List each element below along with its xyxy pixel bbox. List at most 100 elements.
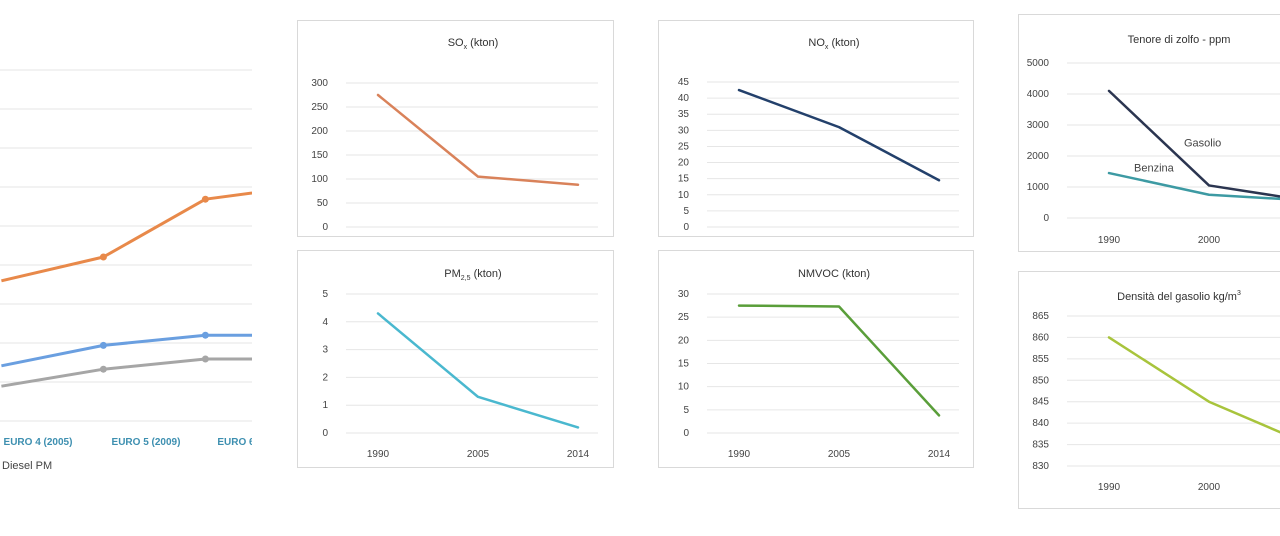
chart-title-suffix: (kton) [471, 268, 502, 280]
euro-series-point [201, 355, 209, 363]
series-line-gasolio [1107, 89, 1280, 198]
legend-label: Diesel PM [2, 460, 52, 472]
y-tick-label: 5 [683, 206, 689, 217]
chart-title: SOx (kton) [448, 37, 499, 51]
x-tick-label: 2014 [567, 237, 590, 238]
x-tick-label: 2000 [1198, 235, 1221, 246]
y-tick-label: 250 [311, 102, 328, 113]
euro-series-point [201, 195, 209, 203]
chart-title: Tenore di zolfo - ppm [1128, 34, 1231, 46]
x-tick-label: 2005 [467, 449, 490, 460]
series-label-benzina: Benzina [1134, 163, 1175, 175]
y-tick-label: 1 [322, 400, 328, 411]
y-tick-label: 835 [1032, 440, 1049, 451]
x-tick-label: 1990 [728, 237, 751, 238]
x-tick-label: 1990 [728, 449, 751, 460]
chart-title-superscript: 3 [1237, 290, 1241, 297]
y-tick-label: 3 [322, 345, 328, 356]
euro-series-point [201, 331, 209, 339]
y-tick-label: 40 [678, 93, 690, 104]
x-tick-label: 2005 [828, 449, 851, 460]
y-tick-label: 100 [311, 174, 328, 185]
zolfo-chart: Tenore di zolfo - ppm 0 1000 2000 3000 4000 50… [1018, 14, 1280, 252]
series-line-0 [737, 304, 941, 417]
y-tick-label: 0 [322, 428, 328, 439]
x-tick-label: EURO 6 [217, 437, 252, 448]
y-tick-label: 25 [678, 141, 690, 152]
y-tick-label: 1000 [1027, 182, 1050, 193]
series-line-0 [376, 312, 580, 429]
y-tick-label: 845 [1032, 397, 1049, 408]
y-tick-label: 10 [678, 190, 690, 201]
euro-series-point [99, 341, 107, 349]
euro-chart-svg: EURO 4 (2005) EURO 5 (2009) EURO 6 Diesel P… [0, 69, 252, 472]
chart-title-suffix: (kton) [467, 37, 498, 49]
y-tick-label: 2000 [1027, 151, 1050, 162]
y-tick-label: 30 [678, 125, 690, 136]
y-tick-label: 860 [1032, 332, 1049, 343]
chart-title: PM2,5 (kton) [444, 268, 501, 282]
nmvoc-chart-svg: NMVOC (kton) 0 5 10 15 20 25 30 1990 2005 2014 [678, 268, 959, 460]
y-tick-label: 840 [1032, 418, 1049, 429]
nox-chart: NOx (kton) 0 5 10 15 20 25 30 35 40 45 1990 2005 2014 [658, 20, 974, 238]
nmvoc-chart: NMVOC (kton) 0 5 10 15 20 25 30 1990 2005 2014 [658, 250, 974, 468]
y-tick-label: 0 [683, 222, 689, 233]
chart-title-suffix: (kton) [828, 37, 859, 49]
y-tick-label: 30 [678, 289, 690, 300]
chart-title: NMVOC (kton) [798, 268, 870, 280]
series-line-0 [376, 93, 580, 187]
x-tick-label: 2014 [928, 237, 951, 238]
y-tick-label: 10 [678, 382, 690, 393]
sox-chart-svg: SOx (kton) 0 50 100 150 200 250 300 1990 2005 2014 [311, 37, 598, 238]
series-label-gasolio: Gasolio [1184, 138, 1221, 150]
chart-title-subscript: x [464, 44, 468, 51]
x-tick-label: EURO 4 (2005) [4, 437, 73, 448]
y-tick-label: 850 [1032, 375, 1049, 386]
y-tick-label: 5 [322, 289, 328, 300]
x-tick-label: 2000 [1198, 482, 1221, 493]
y-tick-label: 4 [322, 317, 328, 328]
chart-title: Densità del gasolio kg/m3 [1117, 290, 1241, 303]
y-tick-label: 3000 [1027, 120, 1050, 131]
euro-series-line-1 [1, 333, 252, 368]
x-tick-label: 2014 [567, 449, 590, 460]
series-line-0 [737, 88, 941, 182]
y-tick-label: 35 [678, 109, 690, 120]
series-line-0 [1107, 336, 1280, 434]
y-tick-label: 25 [678, 312, 690, 323]
y-tick-label: 50 [317, 198, 329, 209]
x-tick-label: 1990 [1098, 482, 1121, 493]
y-tick-label: 2 [322, 372, 328, 383]
y-tick-label: 855 [1032, 354, 1049, 365]
euro-series-line-0 [1, 191, 252, 283]
y-tick-label: 865 [1032, 311, 1049, 322]
y-tick-label: 20 [678, 158, 690, 169]
x-tick-label: 1990 [367, 449, 390, 460]
y-tick-label: 5 [683, 405, 689, 416]
series-line-benzina [1107, 171, 1280, 201]
x-tick-label: 2005 [828, 237, 851, 238]
y-tick-label: 0 [1043, 213, 1049, 224]
euro-chart: EURO 4 (2005) EURO 5 (2009) EURO 6 Diesel P… [0, 40, 252, 480]
pm-chart-svg: PM2,5 (kton) 0 1 2 3 4 5 1990 2005 2014 [322, 268, 598, 460]
y-tick-label: 830 [1032, 461, 1049, 472]
densita-chart-svg: Densità del gasolio kg/m3 830 835 840 845 850… [1032, 290, 1280, 493]
y-tick-label: 4000 [1027, 89, 1050, 100]
y-tick-label: 45 [678, 77, 690, 88]
y-tick-label: 0 [683, 428, 689, 439]
y-tick-label: 200 [311, 126, 328, 137]
y-tick-label: 15 [678, 174, 690, 185]
densita-chart: Densità del gasolio kg/m3 830 835 840 845 850… [1018, 271, 1280, 509]
pm-chart: PM2,5 (kton) 0 1 2 3 4 5 1990 2005 2014 [297, 250, 614, 468]
euro-series-point [99, 253, 107, 261]
euro-series-line-2 [1, 357, 252, 388]
y-tick-label: 15 [678, 359, 690, 370]
nox-chart-svg: NOx (kton) 0 5 10 15 20 25 30 35 40 45 1990 2005 2014 [678, 37, 959, 238]
sox-chart: SOx (kton) 0 50 100 150 200 250 300 1990 2005 2014 [297, 20, 614, 238]
x-tick-label: EURO 5 (2009) [112, 437, 181, 448]
zolfo-chart-svg: Tenore di zolfo - ppm 0 1000 2000 3000 4000 50… [1027, 34, 1280, 246]
x-tick-label: 1990 [367, 237, 390, 238]
chart-title-subscript: x [825, 44, 829, 51]
x-tick-label: 2005 [467, 237, 490, 238]
x-tick-label: 2014 [928, 449, 951, 460]
